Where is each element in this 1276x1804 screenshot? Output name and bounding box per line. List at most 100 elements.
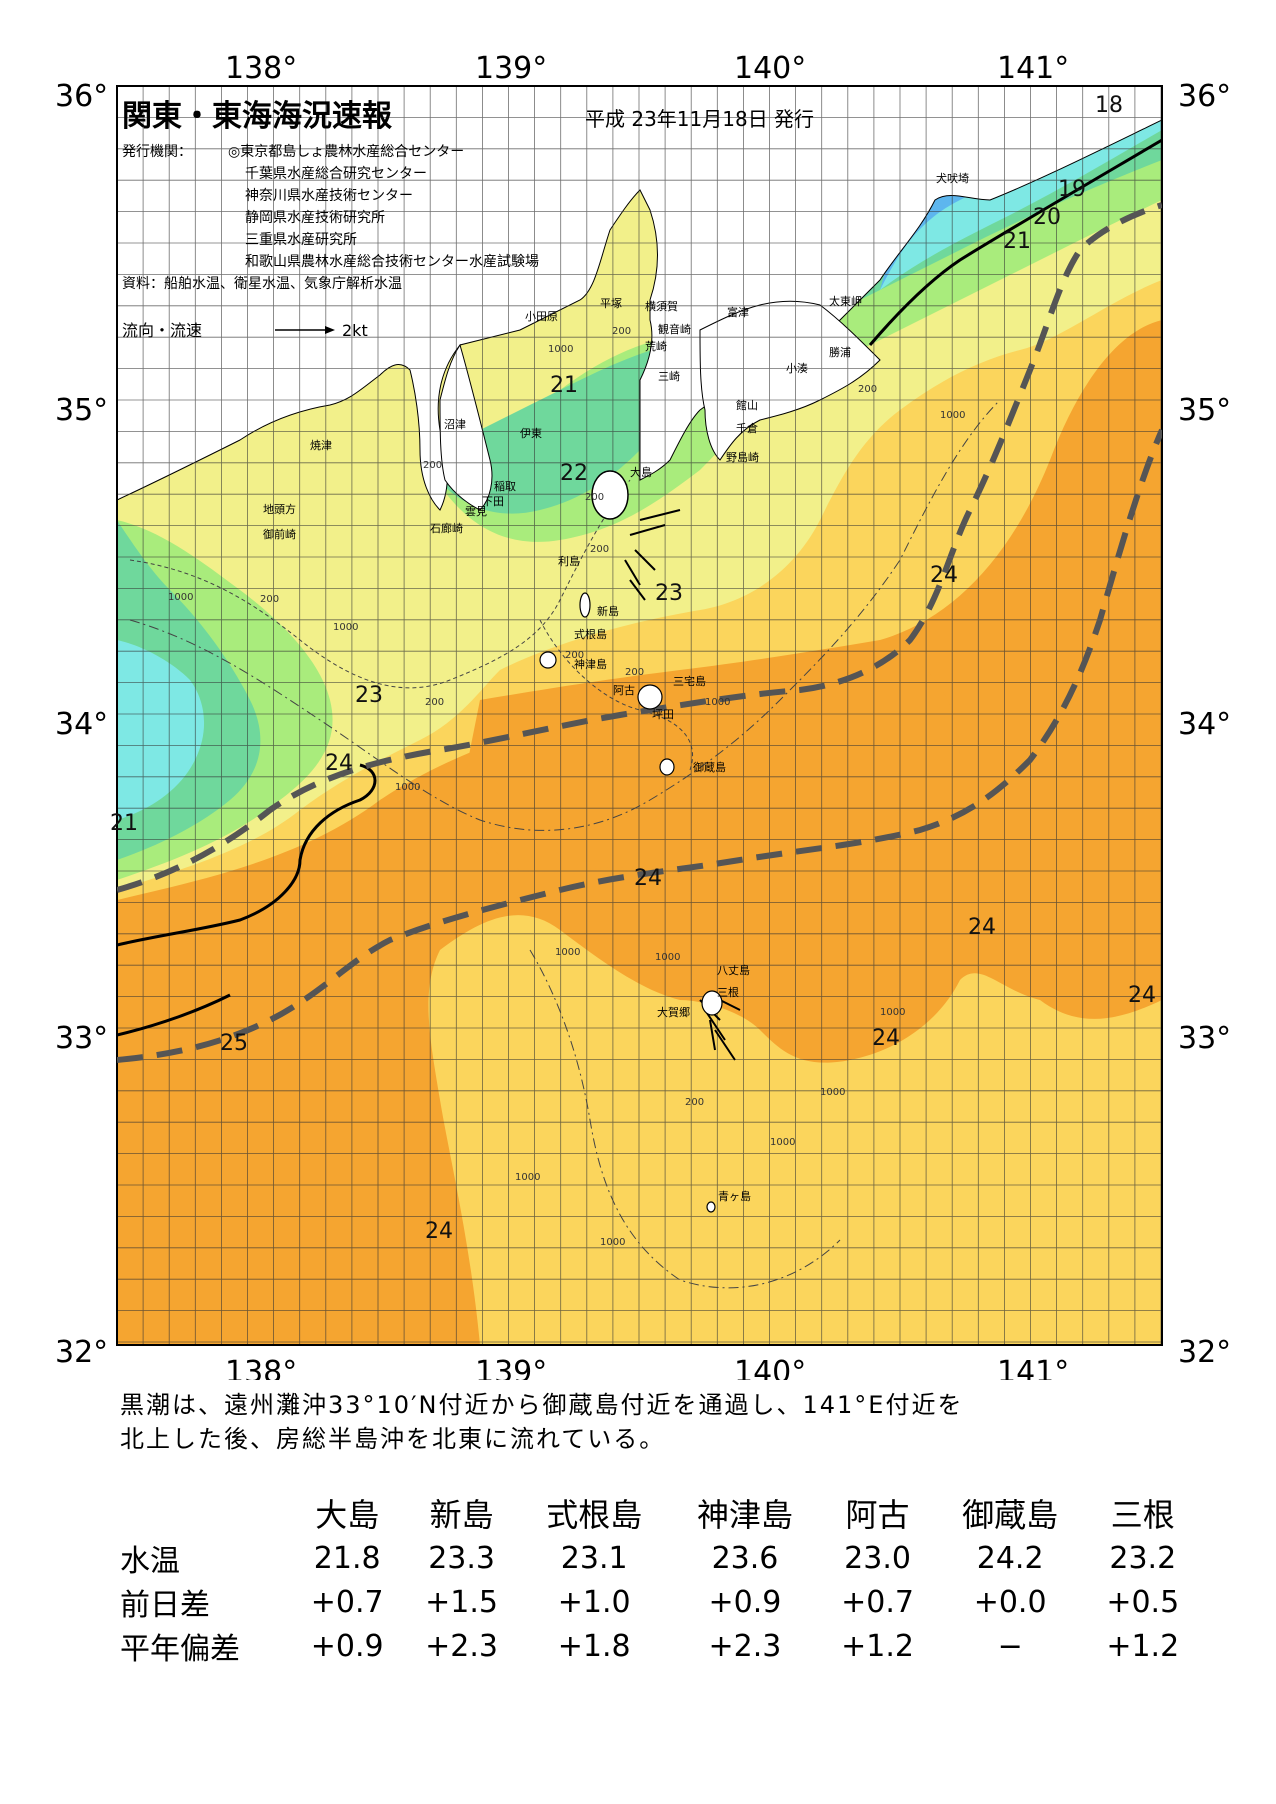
depth-label: 1000 [820, 1087, 845, 1098]
depth-label: 200 [565, 650, 584, 661]
place-okago: 大賀郷 [657, 1005, 690, 1019]
place-names: 小田原 平塚 横須賀 観音崎 荒崎 富津 三崎 館山 千倉 野島崎 小湊 勝浦 … [263, 171, 969, 1203]
issuer-label: 発行機関： [122, 144, 192, 160]
issuer-2: 千葉県水産総合研究センター [245, 166, 427, 182]
issue-date: 平成 23年11月18日 発行 [585, 107, 814, 131]
place-chikura: 千倉 [736, 421, 758, 435]
table-cell: +1.2 [1106, 1628, 1180, 1664]
place-mitsune: 三根 [717, 985, 739, 999]
row-label-daily-diff: 前日差 [120, 1588, 210, 1623]
isotherm-label-21-east: 21 [1003, 229, 1031, 254]
depth-labels: 1000 200 200 200 200 200 200 1000 200 10… [168, 326, 965, 1248]
place-hiratsuka: 平塚 [600, 297, 622, 310]
table-cell: 24.2 [976, 1540, 1044, 1576]
place-araizaki: 荒崎 [645, 339, 667, 353]
place-futtsu: 富津 [727, 305, 749, 319]
summary-line-1: 黒潮は、遠州灘沖33°10′N付近から御蔵島付近を通過し、141°E付近を [120, 1391, 964, 1419]
table-header-row: 大島 新島 式根島 神津島 阿古 御蔵島 三根 [100, 1490, 1200, 1536]
current-legend-value: 2kt [342, 321, 368, 340]
isotherm-label-23-west: 23 [355, 683, 383, 708]
table-cell: +0.9 [310, 1628, 384, 1664]
place-katsuura: 勝浦 [829, 345, 851, 359]
place-jitogata: 地頭方 [263, 502, 296, 516]
place-hachijojima: 八丈島 [717, 963, 750, 977]
place-shimoda: 下田 [482, 495, 504, 508]
lat-label-34-right: 34° [1178, 707, 1231, 742]
map-frame [116, 85, 1163, 1346]
place-numazu: 沼津 [444, 417, 466, 431]
place-kumomi: 雲見 [465, 505, 487, 518]
isotherm-label-19: 19 [1058, 177, 1086, 202]
table-cell: +2.3 [425, 1628, 499, 1664]
table-cell: 23.0 [844, 1540, 911, 1576]
place-misaki: 三崎 [658, 369, 680, 383]
lat-label-36-left: 36° [55, 79, 108, 114]
island-kozushima [539, 651, 557, 669]
island-mikurajima [659, 758, 675, 776]
place-kominato: 小湊 [786, 361, 808, 375]
kuroshio-axis-north [117, 202, 1162, 893]
depth-label: 1000 [655, 952, 680, 963]
issuer-3: 神奈川県水産技術センター [245, 188, 413, 204]
depth-label: 1000 [600, 1237, 625, 1248]
map-title: 関東・東海海況速報 [122, 99, 393, 134]
table-cell: +1.0 [557, 1584, 631, 1620]
row-label-normal-anomaly: 平年偏差 [120, 1632, 240, 1667]
overlays [117, 138, 1162, 1289]
isotherm-label-24-west: 24 [325, 751, 353, 776]
place-tateyama: 館山 [736, 398, 758, 412]
depth-label: 1000 [770, 1137, 795, 1148]
current-legend-arrowhead [325, 326, 335, 334]
table-cell: 23.6 [711, 1540, 779, 1576]
place-taitomisaki: 太東岬 [829, 295, 862, 308]
isotherm-label-20: 20 [1033, 205, 1061, 230]
zone-21 [117, 86, 1162, 860]
lon-label-139-top: 139° [475, 51, 547, 86]
zone-20 [117, 86, 1162, 820]
isotherm-label-24-south-east: 24 [872, 1026, 900, 1051]
depth-label: 200 [625, 667, 644, 678]
column-kozushima: 神津島 [696, 1496, 793, 1534]
isotherm-label-24-far-east: 24 [1128, 983, 1156, 1008]
depth-label: 1000 [168, 592, 193, 603]
column-mikurajima: 御蔵島 [962, 1496, 1059, 1534]
issuer-5: 三重県水産研究所 [245, 232, 357, 248]
place-toshima: 利島 [558, 554, 580, 568]
lat-label-35-left: 35° [55, 393, 108, 428]
place-ito: 伊東 [520, 427, 542, 440]
table-cell: +0.0 [973, 1584, 1047, 1620]
lat-label-32-left: 32° [55, 1335, 108, 1370]
kuroshio-axis-south [117, 428, 1162, 1063]
depth-contour-200 [129, 479, 631, 689]
depth-label: 200 [612, 326, 631, 337]
depth-contour-1000 [129, 399, 1001, 831]
current-legend-label: 流向・流速 [122, 321, 202, 340]
place-ako: 阿古 [613, 684, 635, 697]
depth-label: 1000 [940, 410, 965, 421]
depth-label: 200 [260, 594, 279, 605]
depth-label: 1000 [555, 947, 580, 958]
depth-label: 1000 [705, 697, 730, 708]
table-cell: 23.1 [560, 1540, 628, 1576]
isotherm-label-25: 25 [220, 1031, 248, 1056]
lon-label-139-bottom: 139° [475, 1355, 547, 1380]
isotherm-label-21-sagami: 21 [550, 373, 578, 398]
issuer-1: ◎東京都島しょ農林水産総合センター [228, 144, 464, 160]
place-kozushima: 神津島 [574, 657, 607, 671]
isotherm-label-24-central: 24 [634, 866, 662, 891]
lon-label-140-top: 140° [734, 51, 806, 86]
row-label-water-temp: 水温 [120, 1544, 180, 1579]
column-oshima: 大島 [315, 1496, 380, 1534]
depth-label: 200 [858, 384, 877, 395]
lon-label-138-top: 138° [225, 51, 297, 86]
table-cell: 23.3 [428, 1540, 495, 1576]
place-miyakejima: 三宅島 [673, 674, 706, 688]
island-miyakejima [637, 684, 663, 710]
table-cell: +0.7 [841, 1584, 914, 1620]
place-kannonzaki: 観音崎 [658, 322, 691, 336]
isotherm-label-22: 22 [560, 461, 588, 486]
lat-label-33-right: 33° [1178, 1021, 1231, 1056]
issuer-4: 静岡県水産技術研究所 [245, 210, 385, 226]
depth-label: 1000 [548, 344, 573, 355]
table-corner [100, 1490, 290, 1536]
